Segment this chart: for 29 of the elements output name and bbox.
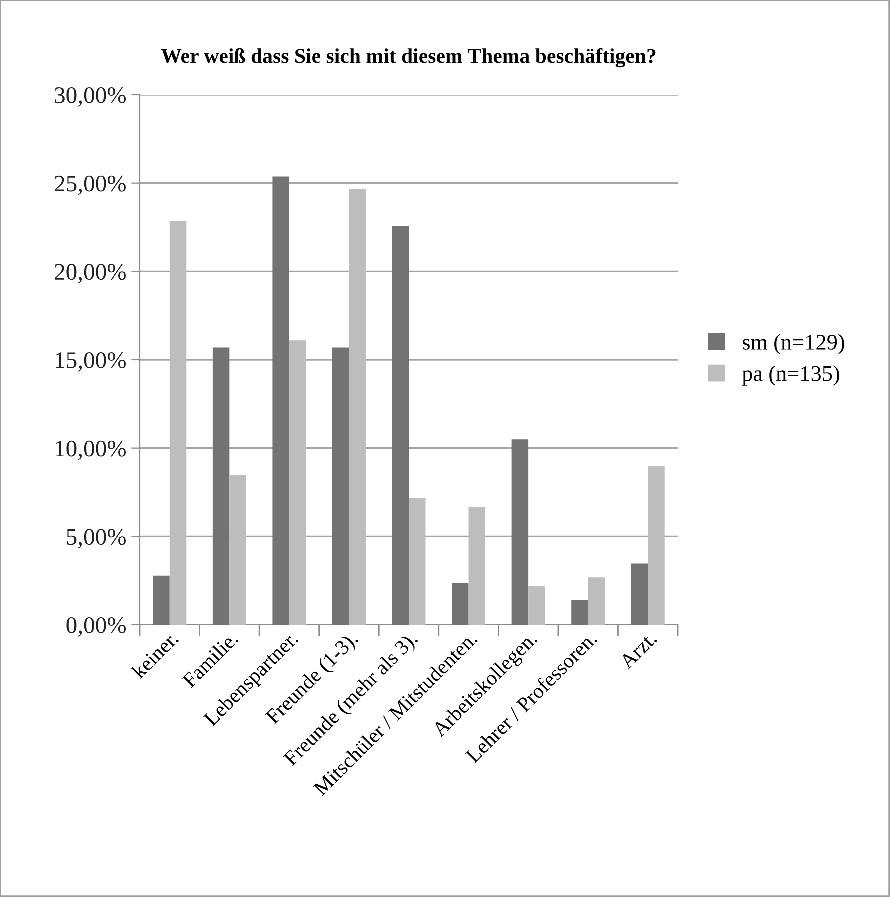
bar (332, 348, 350, 625)
bar (452, 583, 469, 625)
y-tick-label: 10,00% (56, 440, 126, 460)
bar (631, 564, 648, 625)
bar (170, 220, 187, 625)
y-tick-label: 25,00% (55, 176, 126, 196)
y-tick-label: 5,00% (67, 529, 126, 548)
bar (409, 498, 426, 625)
y-tick-label: 0,00% (66, 617, 126, 637)
chart-title: Wer weiß dass Sie sich mit diesem Thema beschäftigen? (161, 48, 656, 68)
y-tick-label: 30,00% (55, 87, 126, 107)
bar (468, 506, 486, 625)
legend-label: sm (n=129) (743, 334, 844, 354)
bar (153, 576, 170, 625)
bar (588, 578, 606, 625)
bar (392, 226, 409, 625)
bar (349, 188, 366, 625)
bar (572, 600, 588, 625)
bar (289, 340, 306, 625)
bar (528, 586, 546, 625)
bar (212, 348, 230, 625)
x-tick-label: Arzt. (618, 631, 658, 670)
bar (648, 466, 665, 625)
y-tick-label: 15,00% (56, 352, 126, 372)
y-tick-label: 20,00% (55, 264, 126, 284)
legend-label: pa (n=135) (742, 366, 840, 386)
bar (230, 475, 246, 625)
bar (272, 176, 290, 625)
bar (512, 440, 529, 625)
